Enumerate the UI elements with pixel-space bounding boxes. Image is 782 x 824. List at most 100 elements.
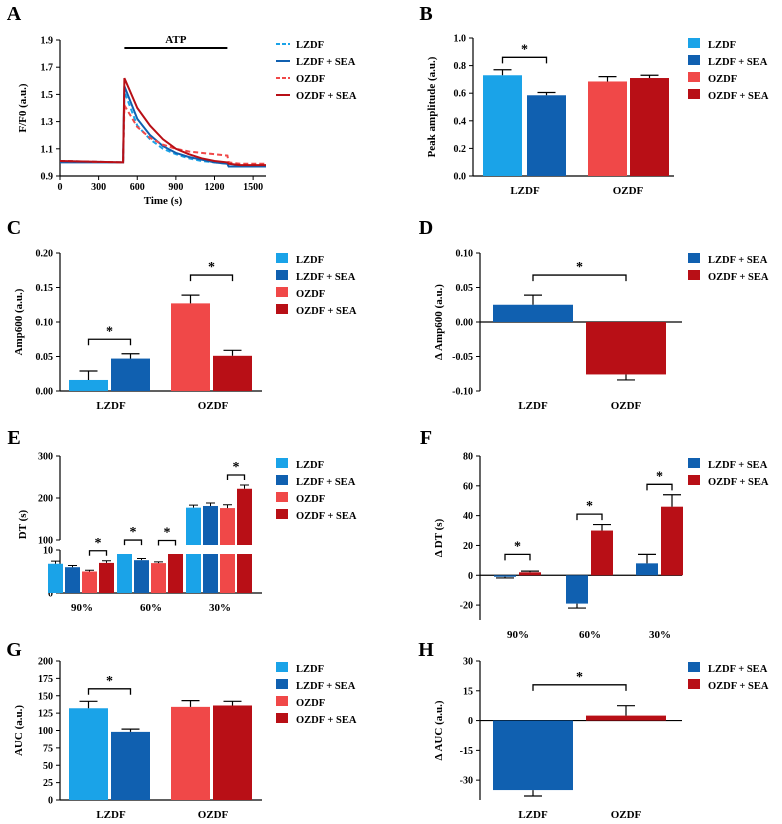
panel-f: F -20 0 20 40 60 80 Δ DT (s) 90% 60% 30% * * * LZDF + … xyxy=(420,427,769,641)
error-bar xyxy=(137,557,146,561)
significance-star: * xyxy=(586,499,593,514)
error-bar xyxy=(206,502,215,506)
legend-label: LZDF xyxy=(708,40,736,51)
x-tick-label: 0 xyxy=(58,182,63,193)
y-tick-label: 0.8 xyxy=(454,61,467,72)
x-group-label: OZDF xyxy=(198,809,229,821)
legend-label: OZDF + SEA xyxy=(296,306,357,317)
significance-bracket xyxy=(504,553,531,561)
bar-lzdf-lzdf_sea xyxy=(111,358,150,391)
y-tick-label: 0.15 xyxy=(36,283,54,294)
y-tick-label: 30 xyxy=(463,657,473,668)
series-line-ozdf xyxy=(59,101,266,165)
y-tick-label: -15 xyxy=(460,746,473,757)
x-group-label: OZDF xyxy=(611,809,642,821)
significance-bracket xyxy=(576,513,603,521)
legend-swatch xyxy=(276,509,288,519)
bar-90pct-lzdf xyxy=(48,563,63,593)
panel-letter: D xyxy=(419,217,433,239)
error-bar xyxy=(121,353,140,359)
legend-swatch xyxy=(688,662,700,672)
error-bar xyxy=(493,69,512,76)
legend-swatch xyxy=(276,287,288,297)
panel-g: G 0 25 50 75 100 125 150 175 200 AUC (a.u.) LZDF OZD… xyxy=(6,639,357,821)
bar-90pct-ozdf_sea xyxy=(99,562,114,593)
bar-ozdf-ozdf xyxy=(588,81,627,176)
legend-swatch xyxy=(688,38,700,48)
significance-star: * xyxy=(656,469,663,484)
x-group-label: LZDF xyxy=(510,185,540,197)
error-bar xyxy=(223,504,232,509)
y-axis-label: Amp600 (a.u.) xyxy=(13,288,25,355)
y-tick-label: 10 xyxy=(43,546,53,557)
y-tick-label: 0 xyxy=(48,796,53,807)
panel-e: E0510100200300DT (s)90%60%30%****LZDFLZD… xyxy=(7,427,357,614)
bar-ozdf-ozdf_sea xyxy=(213,355,252,391)
y-axis-label: Δ Amp600 (a.u.) xyxy=(433,284,445,360)
bar-60pct-ozdf_sea xyxy=(591,530,613,576)
y-tick-label: 1.7 xyxy=(41,63,54,74)
x-group-label: LZDF xyxy=(518,400,548,412)
panel-letter: B xyxy=(419,3,432,25)
x-group-label: 90% xyxy=(71,602,93,614)
error-bar xyxy=(521,570,539,573)
legend-label: OZDF xyxy=(296,698,325,709)
legend-swatch xyxy=(276,475,288,485)
x-tick-label: 600 xyxy=(130,182,145,193)
legend-swatch xyxy=(276,458,288,468)
bar-90pct-ozdf xyxy=(82,571,97,593)
y-axis-label: Peak amplitude (a.u.) xyxy=(426,56,438,157)
y-tick-label: 0.6 xyxy=(454,89,467,100)
bar-lzdf-lzdf_sea xyxy=(493,720,573,791)
significance-star: * xyxy=(106,324,113,339)
y-tick-label: 25 xyxy=(43,778,53,789)
legend-swatch xyxy=(688,475,700,485)
bar-60pct-ozdf xyxy=(151,563,166,593)
significance-bracket xyxy=(123,539,143,546)
legend-swatch xyxy=(276,492,288,502)
legend-label: OZDF + SEA xyxy=(708,91,769,102)
bar-lzdf-lzdf xyxy=(483,75,522,176)
y-tick-label: 175 xyxy=(38,674,53,685)
panel-letter: C xyxy=(7,217,21,239)
y-axis-label: Δ AUC (a.u.) xyxy=(433,700,445,760)
bar-60pct-ozdf_sea xyxy=(168,552,183,593)
panel-d: D -0.10 -0.05 0.00 0.05 0.10 Δ Amp600 (a.u.) LZ… xyxy=(419,217,769,412)
series-line-lzdf xyxy=(59,91,266,168)
error-bar xyxy=(617,705,635,716)
error-bar xyxy=(85,569,94,572)
y-axis-label: Δ DT (s) xyxy=(433,518,445,557)
error-bar xyxy=(102,560,111,563)
bar-ozdf-ozdf xyxy=(171,706,210,800)
legend-label: OZDF xyxy=(296,289,325,300)
x-group-label: OZDF xyxy=(198,400,229,412)
error-bar xyxy=(593,523,611,531)
error-bar xyxy=(79,370,98,380)
bar-lzdf-lzdf_sea xyxy=(527,95,566,176)
bar-90pct-ozdf_sea xyxy=(519,572,541,576)
y-tick-label: 0.00 xyxy=(36,387,54,398)
error-bar xyxy=(181,294,200,304)
x-axis-label: Time (s) xyxy=(144,195,183,207)
y-tick-label: 0.2 xyxy=(454,144,467,155)
error-bar xyxy=(181,700,200,707)
error-bar xyxy=(68,564,77,568)
legend-label: LZDF + SEA xyxy=(708,460,768,471)
significance-star: * xyxy=(164,526,171,541)
error-bar xyxy=(496,576,514,579)
legend-swatch xyxy=(688,253,700,263)
legend-label: OZDF + SEA xyxy=(296,511,357,522)
bar-lzdf-lzdf xyxy=(69,708,108,800)
error-bar xyxy=(617,374,635,381)
significance-bracket xyxy=(88,550,108,556)
significance-bracket xyxy=(87,338,132,346)
error-bar xyxy=(51,560,60,564)
series-line-lzdf-sea xyxy=(60,85,266,168)
legend-label: LZDF + SEA xyxy=(708,255,768,266)
x-group-label: OZDF xyxy=(613,185,644,197)
legend-label: LZDF xyxy=(296,460,324,471)
series-line-ozdf-sea xyxy=(59,77,266,167)
y-axis-label: AUC (a.u.) xyxy=(13,705,25,756)
error-bar xyxy=(154,561,163,564)
